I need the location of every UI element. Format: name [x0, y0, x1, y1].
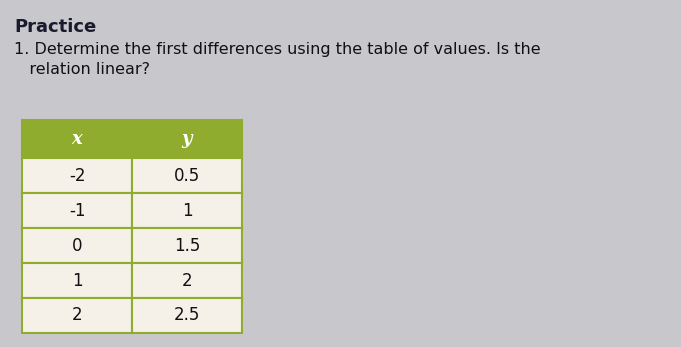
Text: 1.5: 1.5 [174, 237, 200, 254]
Text: -1: -1 [69, 202, 85, 220]
Text: -2: -2 [69, 167, 85, 185]
Text: 1: 1 [72, 271, 82, 289]
Text: y: y [182, 130, 192, 148]
Bar [132, 158, 242, 193]
Text: 1: 1 [182, 202, 192, 220]
Bar [22, 228, 132, 263]
Text: 2.5: 2.5 [174, 306, 200, 324]
Text: 0.5: 0.5 [174, 167, 200, 185]
Text: Practice: Practice [14, 18, 96, 36]
Bar [132, 298, 242, 333]
Text: x: x [72, 130, 82, 148]
Bar [22, 263, 132, 298]
Text: 1. Determine the first differences using the table of values. Is the: 1. Determine the first differences using… [14, 42, 541, 57]
Bar [22, 158, 132, 193]
Text: 0: 0 [72, 237, 82, 254]
Bar [22, 298, 132, 333]
Bar [132, 193, 242, 228]
Bar [132, 228, 242, 263]
Bar [22, 193, 132, 228]
Text: 2: 2 [72, 306, 82, 324]
Text: 2: 2 [182, 271, 192, 289]
Text: relation linear?: relation linear? [14, 62, 150, 77]
Bar [132, 263, 242, 298]
Bar [132, 120, 242, 158]
Bar [22, 120, 132, 158]
